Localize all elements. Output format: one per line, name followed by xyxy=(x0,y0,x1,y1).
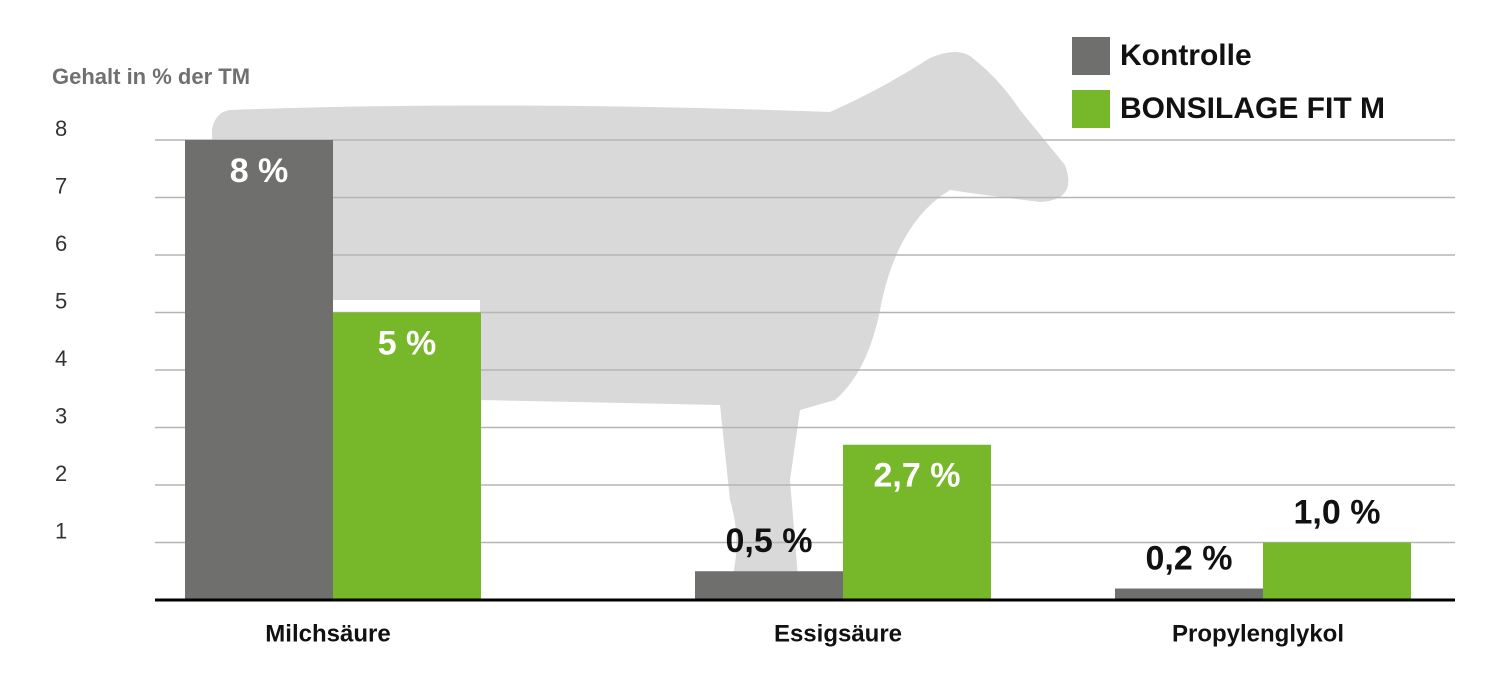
y-axis-title: Gehalt in % der TM xyxy=(52,64,250,89)
y-tick-label: 5 xyxy=(55,288,67,313)
y-tick-label: 7 xyxy=(55,173,67,198)
cow-silhouette xyxy=(212,51,1069,578)
bar xyxy=(1263,542,1411,600)
y-tick-label: 8 xyxy=(55,116,67,141)
value-label: 5 % xyxy=(378,324,437,362)
value-label: 0,2 % xyxy=(1146,539,1233,577)
value-label: 1,0 % xyxy=(1294,493,1381,531)
bar xyxy=(1115,588,1263,600)
legend-label: BONSILAGE FIT M xyxy=(1120,92,1385,125)
legend-swatch xyxy=(1072,37,1110,75)
legend-swatch xyxy=(1072,90,1110,128)
bar xyxy=(843,444,991,600)
y-tick-label: 4 xyxy=(55,346,67,371)
y-tick-label: 1 xyxy=(55,518,67,543)
y-tick-label: 3 xyxy=(55,403,67,428)
value-label: 0,5 % xyxy=(726,522,813,560)
bar xyxy=(333,312,481,600)
x-tick-label: Propylenglykol xyxy=(1172,620,1344,647)
legend-label: Kontrolle xyxy=(1120,39,1252,72)
x-tick-label: Milchsäure xyxy=(265,620,390,647)
y-tick-label: 6 xyxy=(55,231,67,256)
value-label: 8 % xyxy=(230,152,289,190)
value-label: 2,7 % xyxy=(874,457,961,495)
bar xyxy=(185,140,333,600)
x-tick-label: Essigsäure xyxy=(774,620,902,647)
bar xyxy=(695,571,843,600)
y-tick-label: 2 xyxy=(55,461,67,486)
